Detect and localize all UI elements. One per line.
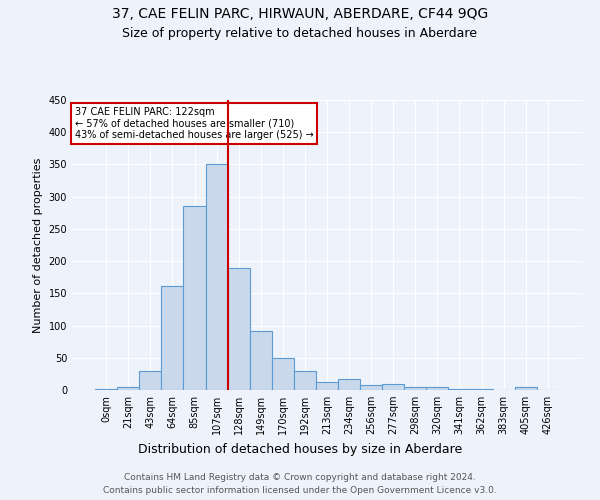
Bar [448,388,470,390]
Bar [206,164,227,390]
Bar [316,382,338,390]
Bar [404,388,427,390]
Text: 37 CAE FELIN PARC: 122sqm
← 57% of detached houses are smaller (710)
43% of semi: 37 CAE FELIN PARC: 122sqm ← 57% of detac… [74,108,313,140]
Bar [382,384,404,390]
Bar [95,388,117,390]
Text: 37, CAE FELIN PARC, HIRWAUN, ABERDARE, CF44 9QG: 37, CAE FELIN PARC, HIRWAUN, ABERDARE, C… [112,8,488,22]
Text: Contains public sector information licensed under the Open Government Licence v3: Contains public sector information licen… [103,486,497,495]
Bar [427,387,448,390]
Bar [227,268,250,390]
Text: Distribution of detached houses by size in Aberdare: Distribution of detached houses by size … [138,442,462,456]
Text: Contains HM Land Registry data © Crown copyright and database right 2024.: Contains HM Land Registry data © Crown c… [124,472,476,482]
Y-axis label: Number of detached properties: Number of detached properties [33,158,43,332]
Bar [360,386,382,390]
Bar [338,379,360,390]
Text: Size of property relative to detached houses in Aberdare: Size of property relative to detached ho… [122,28,478,40]
Bar [294,370,316,390]
Bar [515,387,537,390]
Bar [184,206,206,390]
Bar [161,286,184,390]
Bar [139,370,161,390]
Bar [250,332,272,390]
Bar [272,358,294,390]
Bar [117,388,139,390]
